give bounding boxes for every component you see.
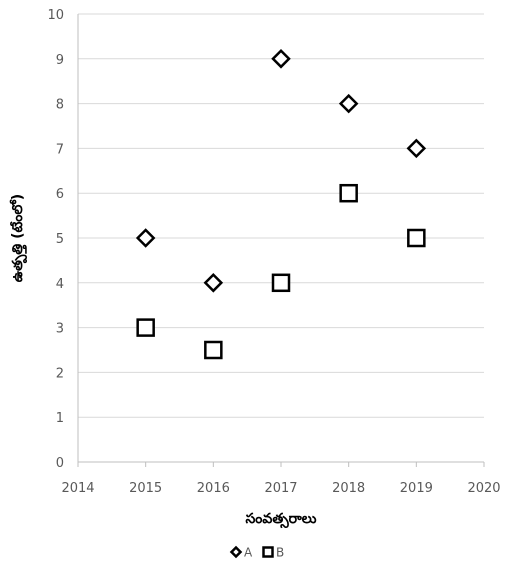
x-axis-title: సంవత్సరాలు [245, 511, 316, 529]
x-tick-label: 2014 [61, 481, 94, 496]
y-tick-label: 3 [56, 322, 64, 337]
data-point-a [203, 273, 224, 293]
y-tick-label: 2 [56, 366, 64, 381]
data-point-a [406, 138, 427, 159]
legend-marker-a [229, 545, 243, 559]
data-point-a [338, 93, 359, 114]
data-points [135, 49, 427, 360]
axes [77, 14, 485, 467]
x-tick-label: 2017 [264, 481, 297, 496]
y-tick-label: 0 [56, 456, 64, 471]
legend-label-b: B [276, 546, 284, 560]
y-axis-title: ఉత్పత్తి (టేంలో) [10, 194, 27, 282]
y-tick-label: 8 [56, 98, 64, 113]
data-point-b [271, 273, 291, 293]
gridlines [78, 13, 484, 418]
data-point-b [407, 228, 426, 248]
x-tick-label: 2015 [129, 481, 162, 496]
y-tick-label: 9 [56, 53, 64, 68]
x-tick-labels: 2014 2015 2016 2017 2018 2019 2020 [61, 481, 500, 496]
data-point-b [136, 318, 155, 337]
x-tick-label: 2018 [332, 481, 365, 496]
legend-marker-b [262, 546, 274, 558]
y-tick-label: 7 [56, 142, 64, 157]
y-tick-label: 6 [56, 187, 64, 202]
y-tick-labels: 0 1 2 3 4 5 6 7 8 9 10 [47, 8, 64, 471]
data-point-b [204, 340, 223, 360]
data-point-b [339, 183, 358, 203]
y-tick-label: 4 [56, 277, 64, 292]
data-point-a [271, 49, 291, 69]
y-tick-label: 5 [56, 232, 64, 247]
legend-label-a: A [244, 546, 253, 560]
x-tick-label: 2016 [197, 481, 230, 496]
y-tick-label: 1 [56, 411, 64, 426]
x-tick-label: 2020 [467, 481, 500, 496]
x-tick-label: 2019 [400, 481, 433, 496]
y-tick-label: 10 [47, 8, 64, 23]
data-point-a [135, 228, 156, 248]
